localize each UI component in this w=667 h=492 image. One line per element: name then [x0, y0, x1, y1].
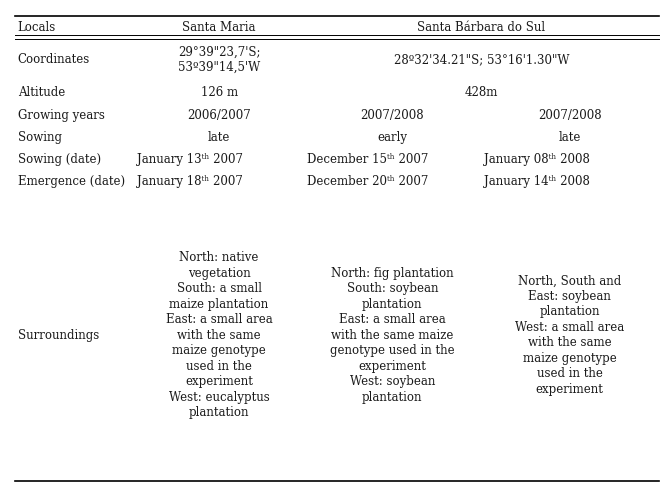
Text: 2007/2008: 2007/2008	[538, 109, 602, 122]
Text: January 14ᵗʰ 2008: January 14ᵗʰ 2008	[484, 175, 590, 188]
Text: Santa Maria: Santa Maria	[182, 21, 256, 33]
Text: December 15ᵗʰ 2007: December 15ᵗʰ 2007	[307, 153, 429, 166]
Text: January 08ᵗʰ 2008: January 08ᵗʰ 2008	[484, 153, 590, 166]
Text: 2006/2007: 2006/2007	[187, 109, 251, 122]
Text: Sowing (date): Sowing (date)	[18, 153, 101, 166]
Text: Sowing: Sowing	[18, 131, 62, 144]
Text: 2007/2008: 2007/2008	[361, 109, 424, 122]
Text: Emergence (date): Emergence (date)	[18, 175, 125, 188]
Text: 428m: 428m	[465, 86, 498, 99]
Text: North, South and
East: soybean
plantation
West: a small area
with the same
maize: North, South and East: soybean plantatio…	[515, 275, 624, 396]
Text: North: native
vegetation
South: a small
maize plantation
East: a small area
with: North: native vegetation South: a small …	[165, 251, 273, 419]
Text: late: late	[208, 131, 230, 144]
Text: 29°39"23,7'S;
53º39"14,5'W: 29°39"23,7'S; 53º39"14,5'W	[178, 46, 260, 74]
Text: December 20ᵗʰ 2007: December 20ᵗʰ 2007	[307, 175, 429, 188]
Text: 126 m: 126 m	[201, 86, 237, 99]
Text: North: fig plantation
South: soybean
plantation
East: a small area
with the same: North: fig plantation South: soybean pla…	[330, 267, 455, 404]
Text: Growing years: Growing years	[18, 109, 105, 122]
Text: late: late	[558, 131, 581, 144]
Text: 28º32'34.21"S; 53°16'1.30"W: 28º32'34.21"S; 53°16'1.30"W	[394, 54, 570, 66]
Text: Surroundings: Surroundings	[18, 329, 99, 342]
Text: Locals: Locals	[18, 21, 56, 33]
Text: Coordinates: Coordinates	[18, 54, 90, 66]
Text: January 18ᵗʰ 2007: January 18ᵗʰ 2007	[137, 175, 243, 188]
Text: Santa Bárbara do Sul: Santa Bárbara do Sul	[418, 21, 546, 33]
Text: January 13ᵗʰ 2007: January 13ᵗʰ 2007	[137, 153, 243, 166]
Text: early: early	[378, 131, 408, 144]
Text: Altitude: Altitude	[18, 86, 65, 99]
